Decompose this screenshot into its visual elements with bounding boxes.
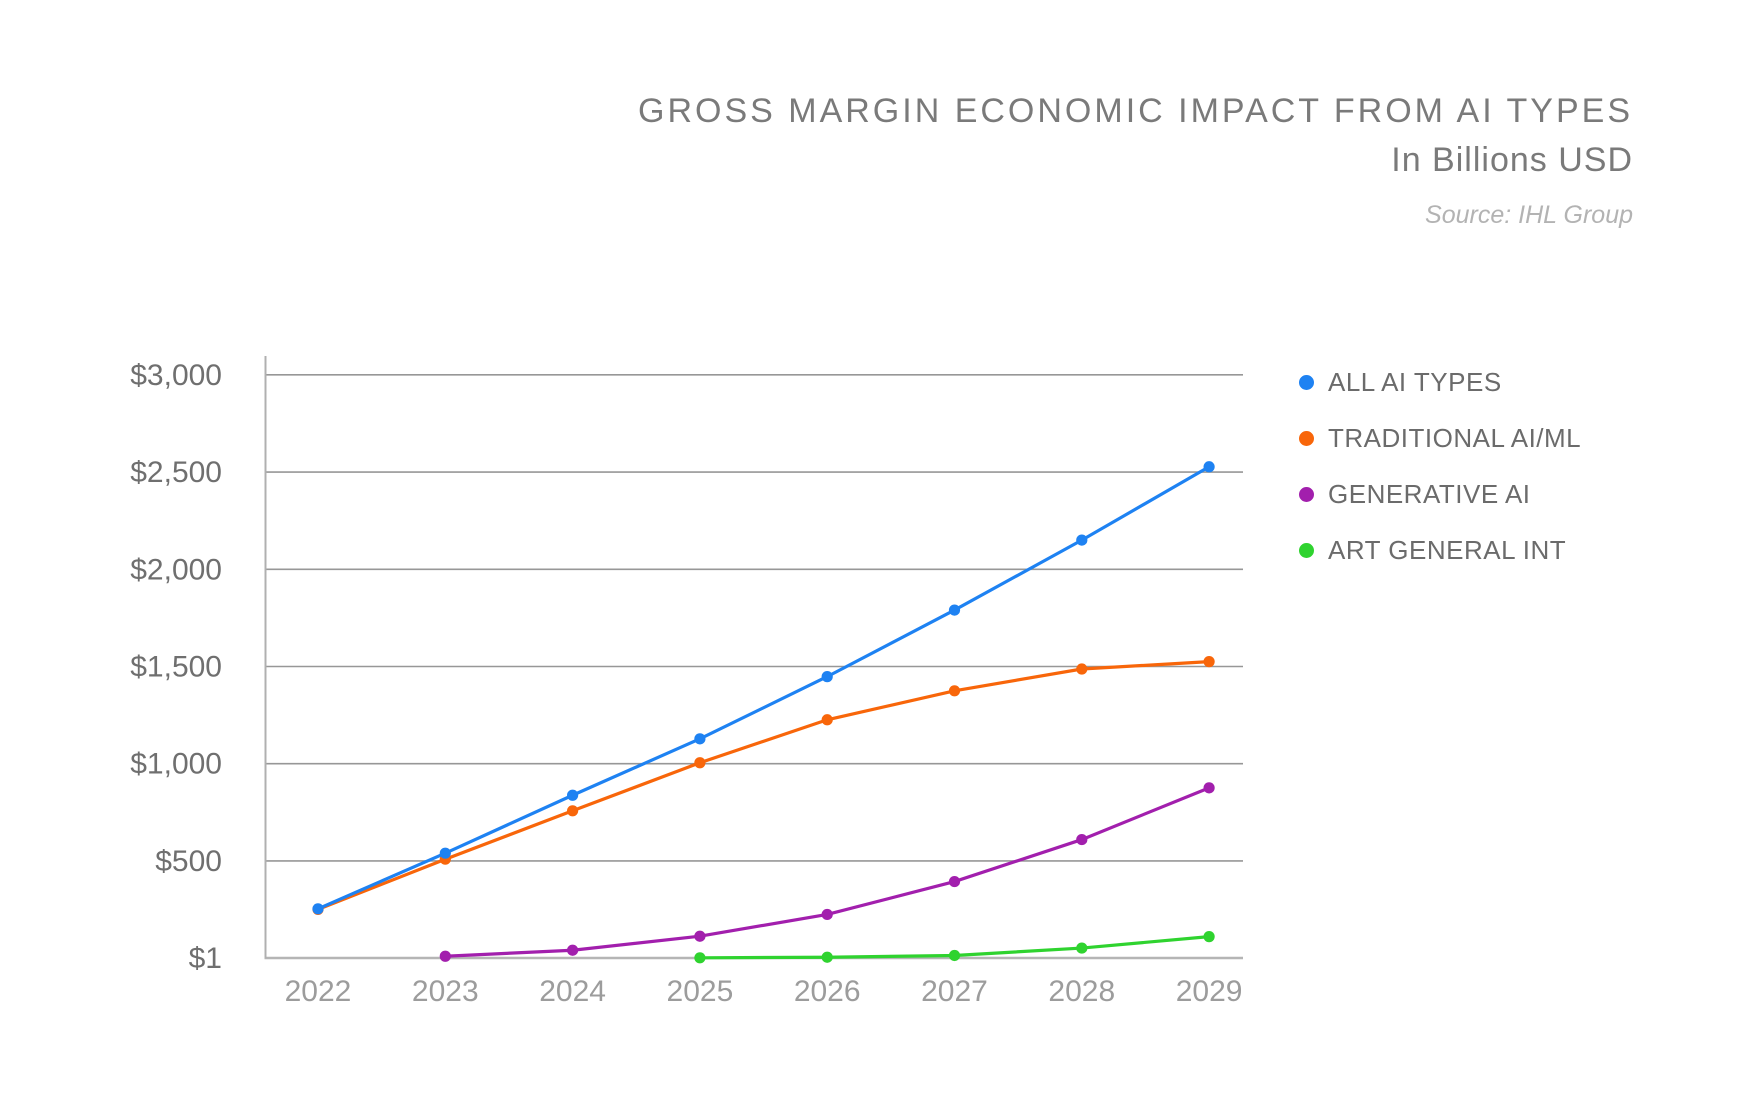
- legend-dot-icon: [1299, 430, 1314, 446]
- x-tick-label: 2025: [667, 975, 734, 1008]
- data-point-all-ai-types: [1203, 461, 1215, 473]
- y-tick-label: $2,500: [130, 456, 222, 489]
- legend-item-traditional-ai-ml: TRADITIONAL AI/ML: [1299, 410, 1581, 466]
- data-point-all-ai-types: [1076, 534, 1088, 546]
- chart-legend: ALL AI TYPES TRADITIONAL AI/ML GENERATIVE …: [1299, 354, 1581, 578]
- data-point-all-ai-types: [312, 903, 324, 915]
- data-point-art-general-int: [1203, 931, 1215, 943]
- series-all-ai-types: [312, 461, 1215, 915]
- data-point-generative-ai: [439, 950, 451, 962]
- legend-dot-icon: [1299, 374, 1314, 390]
- y-tick-label: $2,000: [130, 553, 222, 586]
- data-point-all-ai-types: [821, 671, 833, 683]
- data-point-generative-ai: [694, 930, 706, 942]
- data-point-traditional-ai-ml: [567, 805, 579, 817]
- data-point-all-ai-types: [567, 789, 579, 801]
- data-point-generative-ai: [1076, 833, 1088, 846]
- series-generative-ai: [439, 782, 1215, 962]
- series-art-general-int: [694, 931, 1215, 964]
- data-point-traditional-ai-ml: [694, 757, 706, 769]
- data-point-generative-ai: [821, 908, 833, 921]
- x-tick-label: 2022: [285, 975, 352, 1008]
- legend-item-generative-ai: GENERATIVE AI: [1299, 466, 1581, 522]
- series-traditional-ai-ml: [312, 656, 1215, 915]
- y-tick-label: $500: [155, 845, 222, 878]
- legend-dot-icon: [1299, 542, 1314, 558]
- data-point-traditional-ai-ml: [821, 714, 833, 726]
- data-point-generative-ai: [1203, 782, 1215, 794]
- y-tick-label: $1,500: [130, 650, 222, 683]
- y-tick-label: $3,000: [130, 359, 222, 392]
- legend-item-art-general-int: ART GENERAL INT: [1299, 522, 1581, 578]
- chart-header: GROSS MARGIN ECONOMIC IMPACT FROM AI TYP…: [638, 94, 1633, 230]
- legend-label: GENERATIVE AI: [1328, 478, 1531, 509]
- data-point-all-ai-types: [439, 847, 451, 859]
- legend-label: ALL AI TYPES: [1328, 366, 1502, 397]
- chart-subtitle: In Billions USD: [1391, 141, 1633, 179]
- x-tick-label: 2028: [1048, 975, 1115, 1008]
- x-tick-label: 2027: [921, 975, 988, 1008]
- data-point-traditional-ai-ml: [1076, 663, 1088, 675]
- data-point-art-general-int: [821, 951, 833, 963]
- x-tick-label: 2026: [794, 975, 861, 1008]
- data-point-art-general-int: [694, 952, 706, 964]
- legend-label: TRADITIONAL AI/ML: [1328, 422, 1582, 453]
- x-tick-label: 2024: [539, 975, 606, 1008]
- data-point-all-ai-types: [948, 604, 961, 616]
- data-point-traditional-ai-ml: [1203, 656, 1215, 668]
- data-point-generative-ai: [948, 875, 961, 888]
- chart-title: GROSS MARGIN ECONOMIC IMPACT FROM AI TYP…: [638, 92, 1633, 130]
- series-line-all-ai-types: [317, 465, 1210, 911]
- series-line-traditional-ai-ml: [317, 660, 1210, 911]
- x-tick-label: 2029: [1176, 975, 1243, 1008]
- series-line-generative-ai: [445, 786, 1210, 958]
- legend-dot-icon: [1299, 486, 1314, 502]
- data-point-art-general-int: [948, 949, 961, 962]
- legend-label: ART GENERAL INT: [1328, 534, 1567, 565]
- data-point-all-ai-types: [694, 733, 706, 745]
- data-point-traditional-ai-ml: [948, 685, 961, 697]
- y-tick-label: $1,000: [130, 748, 222, 781]
- legend-item-all-ai-types: ALL AI TYPES: [1299, 354, 1581, 410]
- y-tick-label: $1: [189, 942, 222, 975]
- x-tick-label: 2023: [412, 975, 479, 1008]
- data-point-art-general-int: [1076, 942, 1088, 954]
- chart-source: Source: IHL Group: [1425, 201, 1633, 229]
- data-point-generative-ai: [567, 944, 579, 956]
